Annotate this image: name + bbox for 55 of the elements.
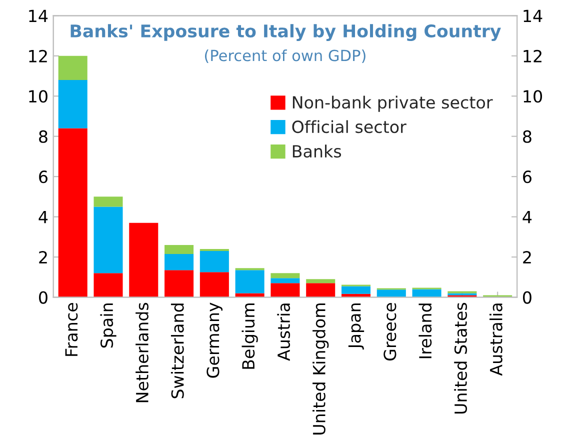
legend-label: Official sector: [292, 120, 406, 134]
bar: [58, 56, 88, 80]
bar: [94, 273, 123, 298]
y-tick-label: 14: [29, 10, 48, 22]
bar: [270, 273, 300, 278]
x-tick-label: Greece: [384, 303, 396, 360]
x-tick-label: United States: [454, 302, 468, 414]
bar: [200, 272, 229, 298]
x-tick-label: Belgium: [242, 304, 258, 369]
legend-label: Non-bank private sector: [292, 96, 493, 112]
y-tick-label: 2: [39, 250, 47, 264]
y2-tick-label: 4: [522, 210, 532, 224]
x-tick-label: Switzerland: [170, 304, 184, 398]
bar: [164, 270, 194, 298]
x-tick-label: Austria: [277, 304, 290, 361]
y2-tick-label: 10: [524, 90, 542, 103]
bar: [376, 290, 406, 298]
bar: [270, 278, 300, 284]
y-tick-label: 0: [39, 291, 48, 304]
bar: [412, 289, 442, 298]
bar: [200, 250, 229, 272]
x-tick-label: Netherlands: [136, 302, 148, 402]
y-tick-label: 6: [39, 170, 48, 184]
y2-tick-label: 12: [524, 50, 542, 62]
y2-tick-label: 8: [523, 130, 532, 143]
x-tick-label: Japan: [348, 304, 364, 350]
y-tick-label: 4: [38, 210, 48, 224]
legend-label: Banks: [292, 144, 342, 158]
bar: [58, 80, 88, 128]
text: (Percent of own GDP): [205, 49, 366, 64]
bar: [129, 222, 158, 298]
y-tick-label: 8: [39, 130, 48, 143]
bar: [94, 196, 123, 207]
bar: [306, 283, 336, 298]
x-tick-label: France: [65, 303, 78, 356]
x-tick-label: United Kingdom: [312, 304, 329, 434]
x-tick-label: Germany: [206, 302, 222, 378]
bar: [58, 128, 88, 298]
x-tick-label: Australia: [490, 304, 502, 376]
y-tick-label: 10: [29, 90, 48, 103]
y2-tick-label: 2: [523, 250, 531, 264]
bar: [94, 206, 123, 274]
bar: [235, 270, 264, 294]
bar: [306, 279, 336, 284]
bar: [164, 244, 194, 254]
chart-title: Banks' Exposure to Italy by Holding Country: [70, 24, 501, 42]
y2-tick-label: 14: [524, 10, 542, 22]
y2-tick-label: 6: [523, 170, 532, 184]
x-tick-label: Ireland: [418, 304, 432, 358]
x-tick-label: Spain: [100, 304, 116, 348]
y2-tick-label: 0: [523, 291, 532, 304]
bar: [341, 286, 371, 294]
bar: [164, 254, 194, 270]
y-tick-label: 12: [29, 50, 47, 62]
bar: [270, 283, 300, 298]
